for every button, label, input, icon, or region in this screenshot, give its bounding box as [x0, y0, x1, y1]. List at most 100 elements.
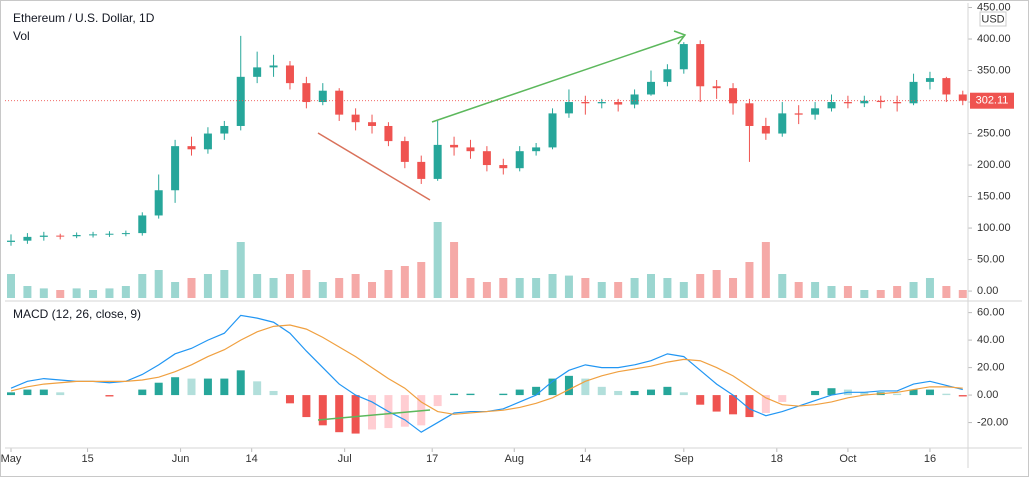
price-tag	[970, 92, 1014, 109]
volume-bar	[236, 242, 245, 298]
y-tick-label: 20.00	[977, 362, 1005, 374]
x-tick-label: 14	[579, 453, 591, 465]
volume-bar	[564, 275, 573, 298]
histogram-bar	[39, 389, 48, 396]
histogram-bar	[893, 393, 902, 396]
candle-body	[121, 233, 130, 235]
volume-bar	[646, 274, 655, 298]
candle-body	[269, 65, 278, 68]
histogram-bar	[942, 393, 951, 396]
volume-bar	[794, 282, 803, 298]
volume-bar	[203, 274, 212, 298]
x-tick-label: 16	[924, 453, 936, 465]
histogram-bar	[860, 392, 869, 396]
candle-body	[72, 234, 81, 237]
volume-bar	[909, 282, 918, 298]
candle-body	[236, 76, 245, 126]
histogram-bar	[203, 378, 212, 396]
histogram-bar	[663, 386, 672, 396]
volume-bar	[679, 282, 688, 298]
histogram-bar	[351, 395, 360, 434]
histogram-bar	[466, 393, 475, 396]
candle-body	[138, 215, 147, 234]
histogram-bar	[646, 389, 655, 396]
histogram-bar	[827, 388, 836, 396]
candle-body	[794, 113, 803, 115]
volume-bar	[482, 282, 491, 298]
candle-body	[876, 100, 885, 103]
candle-body	[400, 141, 409, 162]
volume-bar	[876, 290, 885, 298]
histogram-bar	[23, 389, 32, 396]
volume-bar	[548, 274, 557, 298]
candle-body	[318, 90, 327, 103]
chart-title: Ethereum / U.S. Dollar, 1D	[13, 11, 155, 25]
candle-body	[761, 125, 770, 134]
histogram-bar	[581, 378, 590, 396]
x-tick-label: May	[1, 453, 22, 465]
volume-bar	[515, 278, 524, 298]
volume-bar	[72, 288, 81, 298]
candle-body	[564, 102, 573, 114]
histogram-bar	[745, 395, 754, 418]
candle-body	[433, 144, 442, 179]
histogram-bar	[729, 395, 738, 415]
histogram-bar	[761, 395, 770, 413]
x-tick-label: 17	[426, 453, 438, 465]
histogram-bar	[220, 378, 229, 396]
candle-body	[860, 100, 869, 104]
y-tick-label: 450.00	[977, 1, 1011, 13]
volume-bar	[958, 290, 967, 298]
candle-body	[893, 102, 902, 104]
volume-bar	[39, 288, 48, 298]
candle-body	[597, 102, 606, 104]
candle-body	[253, 67, 262, 77]
histogram-bar	[597, 386, 606, 396]
x-tick-label: 18	[771, 453, 783, 465]
candle-body	[450, 144, 459, 148]
price-tag-label: 302.11	[976, 95, 1009, 107]
candle-body	[548, 113, 557, 148]
y-tick-label: 250.00	[977, 127, 1011, 139]
candle-body	[7, 240, 15, 242]
candle-body	[827, 102, 836, 109]
histogram-bar	[532, 386, 541, 396]
candle-body	[811, 108, 820, 115]
histogram-bar	[630, 390, 639, 396]
macd-title: MACD (12, 26, close, 9)	[13, 307, 141, 321]
volume-bar	[761, 242, 770, 298]
volume-bar	[121, 286, 130, 298]
candle-body	[368, 122, 377, 126]
candle-body	[778, 113, 787, 134]
y-tick-label: 400.00	[977, 33, 1011, 45]
volume-bar	[860, 290, 869, 298]
histogram-bar	[253, 381, 262, 396]
histogram-bar	[302, 395, 311, 418]
volume-bar	[614, 282, 623, 298]
histogram-bar	[925, 389, 934, 396]
candle-body	[302, 83, 311, 103]
candle-body	[909, 81, 918, 104]
volume-bar	[187, 278, 196, 298]
volume-bar	[696, 274, 705, 298]
volume-bar	[285, 274, 294, 298]
candle-body	[23, 236, 32, 241]
volume-bar	[89, 290, 98, 298]
volume-label: Vol	[13, 29, 30, 43]
histogram-bar	[236, 370, 245, 396]
volume-bar	[318, 282, 327, 298]
histogram-bar	[499, 393, 508, 396]
volume-bar	[532, 278, 541, 298]
candle-body	[942, 78, 951, 95]
x-tick-label: Oct	[839, 453, 856, 465]
histogram-bar	[909, 389, 918, 396]
volume-bar	[417, 262, 426, 298]
candle-body	[187, 146, 196, 150]
volume-bar	[712, 270, 721, 298]
trend-line	[317, 132, 431, 201]
volume-bar	[368, 282, 377, 298]
y-tick-label: 40.00	[977, 334, 1005, 346]
candle-body	[532, 147, 541, 152]
histogram-bar	[679, 392, 688, 396]
